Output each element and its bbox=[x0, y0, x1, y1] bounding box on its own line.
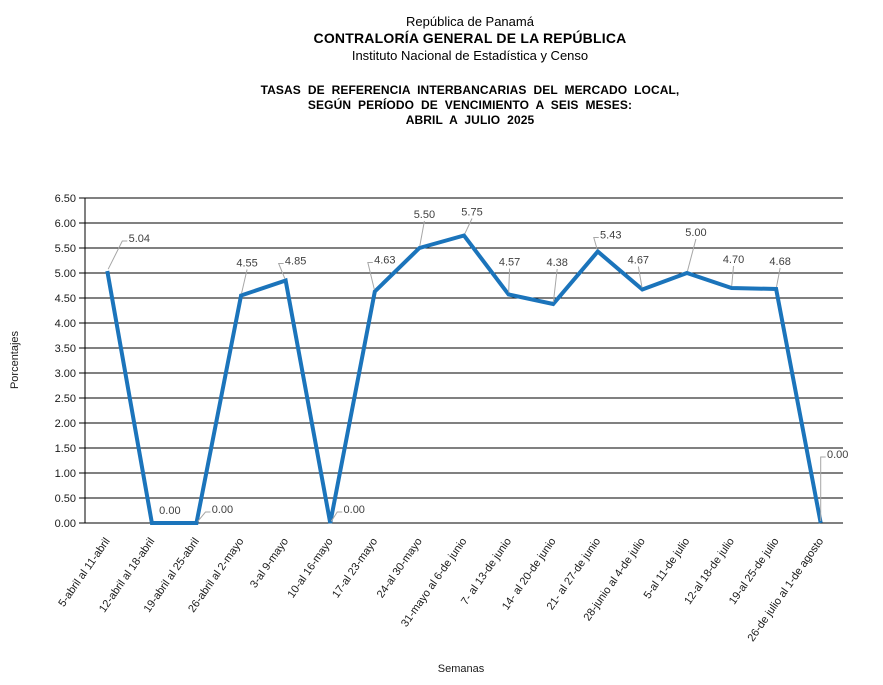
y-tick-label: 4.00 bbox=[55, 318, 76, 330]
y-tick-label: 3.50 bbox=[55, 343, 76, 355]
data-point-label: 4.85 bbox=[285, 256, 306, 268]
label-leader-line bbox=[731, 265, 735, 287]
data-point-label: 0.00 bbox=[159, 505, 180, 517]
chart-title-line-1: TASAS DE REFERENCIA INTERBANCARIAS DEL M… bbox=[260, 83, 680, 97]
label-leader-line bbox=[552, 268, 558, 303]
x-axis-label: 24-al 30-mayo bbox=[375, 536, 425, 600]
data-point-label: 4.38 bbox=[546, 257, 567, 269]
data-point-label: 5.50 bbox=[414, 209, 435, 221]
label-leader-line bbox=[464, 218, 473, 234]
data-point-label: 5.00 bbox=[685, 227, 706, 239]
data-point-label: 4.70 bbox=[723, 254, 744, 266]
data-point-label: 4.63 bbox=[374, 255, 395, 267]
x-axis-label: 3-al 9-mayo bbox=[248, 536, 291, 590]
x-axis-label: 26-de julio al 1-de agosto bbox=[745, 536, 826, 644]
label-leader-line bbox=[330, 511, 343, 522]
label-leader-line bbox=[637, 266, 643, 288]
y-tick-label: 4.50 bbox=[55, 293, 76, 305]
data-point-label: 0.00 bbox=[827, 449, 848, 461]
data-point-label: 0.00 bbox=[344, 504, 365, 516]
y-tick-label: 1.50 bbox=[55, 443, 76, 455]
institution-name: CONTRALORÍA GENERAL DE LA REPÚBLICA bbox=[313, 30, 627, 46]
y-tick-label: 5.00 bbox=[55, 268, 76, 280]
label-leader-line bbox=[776, 267, 781, 288]
data-point-label: 0.00 bbox=[212, 504, 233, 516]
y-tick-label: 6.00 bbox=[55, 218, 76, 230]
label-leader-line bbox=[241, 269, 248, 294]
y-axis-title: Porcentajes bbox=[9, 330, 21, 389]
x-axis-label: 5-al 11-de julio bbox=[642, 536, 693, 601]
data-point-label: 5.75 bbox=[461, 207, 482, 219]
label-leader-line bbox=[508, 268, 511, 293]
data-point-label: 4.57 bbox=[499, 257, 520, 269]
chart-title-block: TASAS DE REFERENCIA INTERBANCARIAS DEL M… bbox=[57, 83, 883, 128]
label-leader-line bbox=[593, 237, 599, 250]
data-point-label: 4.55 bbox=[236, 258, 257, 270]
country-name: República de Panamá bbox=[406, 14, 534, 29]
document-header: República de Panamá CONTRALORÍA GENERAL … bbox=[0, 13, 883, 128]
y-tick-label: 3.00 bbox=[55, 368, 76, 380]
y-tick-label: 2.00 bbox=[55, 418, 76, 430]
label-leader-line bbox=[107, 240, 128, 270]
x-axis-title: Semanas bbox=[438, 663, 485, 675]
label-leader-line bbox=[367, 262, 375, 290]
data-point-label: 4.67 bbox=[628, 255, 649, 267]
label-leader-line bbox=[277, 263, 286, 279]
y-tick-label: 2.50 bbox=[55, 393, 76, 405]
data-point-label: 4.68 bbox=[769, 256, 790, 268]
institute-name: Instituto Nacional de Estadística y Cens… bbox=[351, 48, 589, 63]
label-leader-line bbox=[686, 238, 697, 272]
y-tick-label: 1.00 bbox=[55, 468, 76, 480]
x-axis-label: 10-al 16-mayo bbox=[286, 536, 336, 600]
label-leader-line bbox=[197, 511, 211, 522]
chart-title-line-3: ABRIL A JULIO 2025 bbox=[405, 113, 535, 127]
label-leader-line bbox=[820, 456, 826, 521]
y-tick-label: 0.50 bbox=[55, 493, 76, 505]
plot-area: 0.00 0.50 1.00 1.50 2.00 2.50 3.00 3.50 4.00 4.50… bbox=[55, 193, 849, 644]
label-leader-line bbox=[419, 220, 425, 247]
y-tick-label: 6.50 bbox=[55, 193, 76, 205]
x-axis-label: 17-al 23-mayo bbox=[330, 536, 380, 600]
data-point-label: 5.04 bbox=[129, 233, 150, 245]
y-tick-label: 0.00 bbox=[55, 518, 76, 530]
chart-title-line-2: SEGÚN PERÍODO DE VENCIMIENTO A SEIS MESE… bbox=[307, 98, 633, 112]
rate-line bbox=[105, 233, 823, 525]
data-point-label: 5.43 bbox=[600, 230, 621, 242]
y-tick-label: 5.50 bbox=[55, 243, 76, 255]
